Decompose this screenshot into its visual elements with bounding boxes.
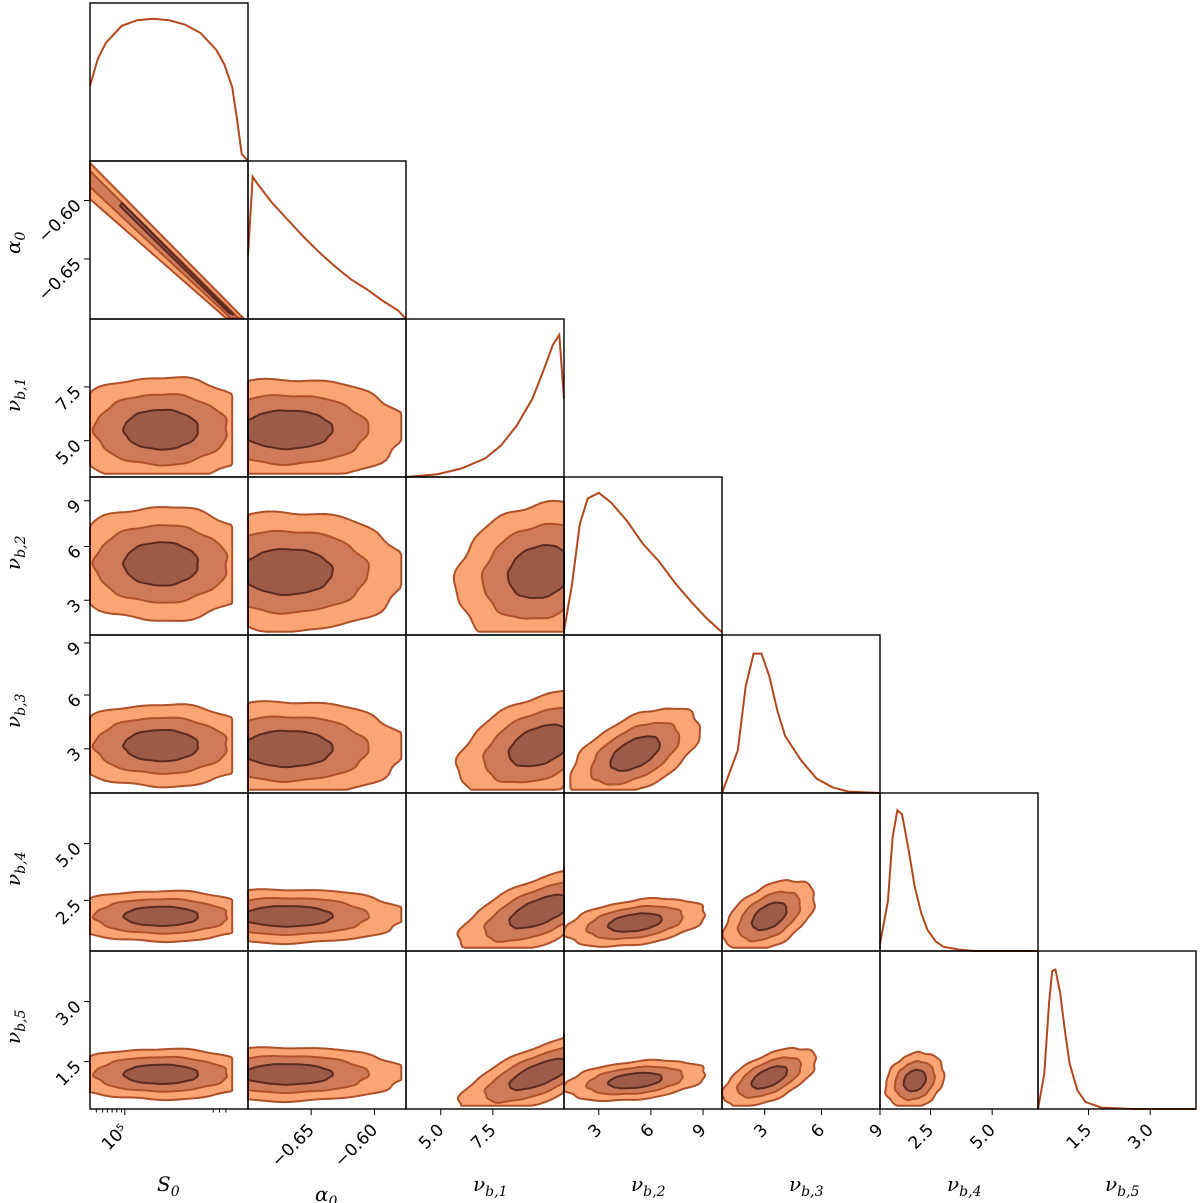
x-axis-label-nu_b5: νb,5 bbox=[1105, 1172, 1140, 1200]
contours-layer bbox=[89, 160, 946, 1107]
contour-level bbox=[247, 729, 334, 769]
y-tick-label: 6 bbox=[64, 542, 86, 564]
histogram-nu_b5 bbox=[1037, 968, 1196, 1110]
contour-level bbox=[247, 547, 334, 596]
contour-level bbox=[247, 905, 334, 928]
histogram-nu_b3 bbox=[721, 652, 881, 794]
diag-panel-frame bbox=[247, 160, 407, 320]
y-tick-label: 3.0 bbox=[52, 997, 85, 1030]
contour-level bbox=[247, 1063, 334, 1086]
x-tick-label: 5.0 bbox=[966, 1120, 999, 1153]
diag-panel-frame bbox=[879, 792, 1039, 952]
contour-level bbox=[121, 541, 199, 587]
contour-level bbox=[609, 735, 661, 772]
contour-level bbox=[122, 408, 199, 451]
x-axis-label-nu_b4: νb,4 bbox=[947, 1172, 982, 1200]
diag-panel-frame bbox=[89, 2, 249, 162]
diag-panel-frame bbox=[405, 318, 565, 478]
axis-labels-layer: S0 α0 νb,1 νb,2 νb,3 νb,4 νb,5 α0 νb,1 νb,2 νb,3 νb… bbox=[1, 231, 1140, 1203]
x-tick-label: 6 bbox=[807, 1120, 829, 1142]
x-tick-label: −0.65 bbox=[268, 1120, 319, 1171]
contour-level bbox=[122, 728, 199, 763]
y-axis-label-alpha0: α0 bbox=[1, 231, 29, 254]
y-tick-label: 3 bbox=[64, 744, 86, 766]
contour-level bbox=[606, 1071, 663, 1090]
x-tick-label: 3.0 bbox=[1124, 1120, 1157, 1153]
histograms-layer bbox=[89, 17, 1196, 1110]
histogram-nu_b4 bbox=[879, 808, 1038, 952]
histogram-nu_b2 bbox=[563, 491, 723, 633]
contour-level bbox=[118, 201, 235, 316]
y-axis-label-nu_b4: νb,4 bbox=[1, 852, 29, 887]
y-tick-label: 5.0 bbox=[52, 436, 85, 469]
y-tick-label: 9 bbox=[64, 638, 86, 660]
diag-panel-frame bbox=[721, 634, 881, 794]
contour-level bbox=[750, 901, 788, 932]
histogram-S0 bbox=[89, 17, 249, 162]
x-tick-label: 5.0 bbox=[415, 1120, 448, 1153]
x-tick-label: 3 bbox=[584, 1120, 606, 1142]
x-tick-label: −0.60 bbox=[331, 1120, 382, 1171]
y-tick-label: 5.0 bbox=[52, 839, 85, 872]
contour-level bbox=[607, 912, 663, 933]
contour-level bbox=[89, 160, 246, 319]
contour-level bbox=[902, 1068, 928, 1093]
x-tick-label: 10⁵ bbox=[98, 1120, 132, 1154]
x-tick-label: 2.5 bbox=[905, 1120, 938, 1153]
contour-level bbox=[122, 1063, 200, 1086]
y-axis-label-nu_b1: νb,1 bbox=[1, 378, 29, 413]
x-tick-label: 7.5 bbox=[467, 1120, 500, 1153]
x-tick-label: 1.5 bbox=[1063, 1120, 1096, 1153]
y-tick-label: 6 bbox=[64, 690, 86, 712]
x-tick-label: 6 bbox=[637, 1120, 659, 1142]
y-tick-label: −0.60 bbox=[35, 196, 86, 247]
y-tick-label: 9 bbox=[64, 496, 86, 518]
y-axis-label-nu_b5: νb,5 bbox=[1, 1009, 29, 1044]
histogram-alpha0 bbox=[247, 173, 407, 320]
y-tick-label: 3 bbox=[64, 596, 86, 618]
contour-level bbox=[750, 1065, 789, 1090]
x-axis-label-nu_b2: νb,2 bbox=[631, 1172, 666, 1200]
x-tick-label: 9 bbox=[689, 1120, 711, 1142]
x-tick-label: 9 bbox=[866, 1120, 888, 1142]
contour-level bbox=[247, 409, 334, 451]
x-axis-label-nu_b3: νb,3 bbox=[789, 1172, 824, 1200]
contour-level bbox=[507, 723, 565, 768]
ticks-layer: 10⁵ −0.65 −0.60 5.0 7.5 3 6 9 3 6 9 2.5 5.0 1.5 3.0−0.… bbox=[35, 196, 1158, 1171]
diag-panel-frame bbox=[1037, 950, 1197, 1110]
x-axis-label-S0: S0 bbox=[157, 1172, 180, 1200]
contour-level bbox=[508, 1057, 565, 1092]
x-axis-label-nu_b1: νb,1 bbox=[473, 1172, 508, 1200]
y-tick-label: 2.5 bbox=[52, 896, 85, 929]
y-tick-label: −0.65 bbox=[35, 254, 86, 305]
y-tick-label: 7.5 bbox=[52, 382, 85, 415]
contour-level bbox=[508, 893, 565, 930]
pair-panel-frame bbox=[89, 160, 249, 320]
y-tick-label: 1.5 bbox=[52, 1057, 85, 1090]
x-tick-label: 3 bbox=[750, 1120, 772, 1142]
histogram-nu_b1 bbox=[405, 331, 565, 478]
y-axis-label-nu_b2: νb,2 bbox=[1, 535, 29, 570]
x-axis-label-alpha0: α0 bbox=[315, 1182, 338, 1203]
panel-frames bbox=[89, 2, 1197, 1110]
y-axis-label-nu_b3: νb,3 bbox=[1, 693, 29, 728]
contour-level bbox=[122, 905, 200, 928]
